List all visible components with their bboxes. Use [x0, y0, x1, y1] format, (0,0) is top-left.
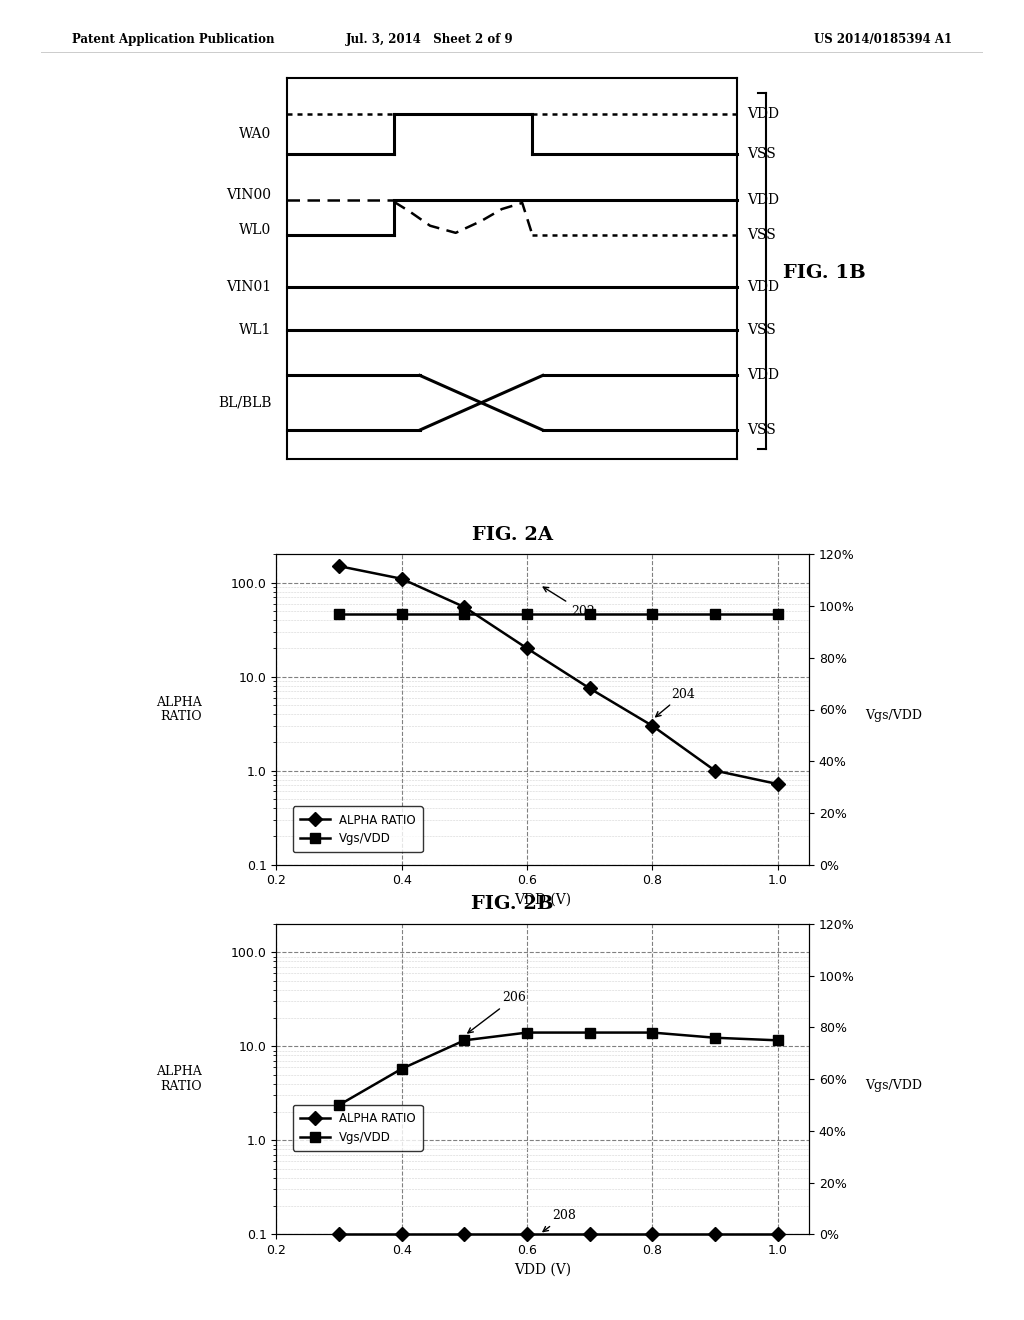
Text: VSS: VSS: [748, 228, 776, 243]
Text: FIG. 2B: FIG. 2B: [471, 895, 553, 913]
Text: VDD: VDD: [748, 107, 779, 121]
Text: VIN01: VIN01: [226, 280, 271, 294]
Text: VDD: VDD: [748, 368, 779, 383]
Text: Patent Application Publication: Patent Application Publication: [72, 33, 274, 46]
Text: WL1: WL1: [239, 323, 271, 338]
Text: FIG. 1B: FIG. 1B: [783, 264, 866, 282]
Text: Jul. 3, 2014   Sheet 2 of 9: Jul. 3, 2014 Sheet 2 of 9: [346, 33, 514, 46]
Text: VIN00: VIN00: [226, 187, 271, 202]
Text: VSS: VSS: [748, 148, 776, 161]
Text: 206: 206: [468, 991, 526, 1034]
Text: 208: 208: [543, 1209, 575, 1232]
Y-axis label: ALPHA
RATIO: ALPHA RATIO: [157, 1065, 202, 1093]
Text: WL0: WL0: [240, 223, 271, 238]
Text: US 2014/0185394 A1: US 2014/0185394 A1: [814, 33, 952, 46]
X-axis label: VDD (V): VDD (V): [514, 1262, 571, 1276]
Text: BL/BLB: BL/BLB: [218, 396, 271, 409]
Legend: ALPHA RATIO, Vgs/VDD: ALPHA RATIO, Vgs/VDD: [293, 1105, 423, 1151]
Text: 202: 202: [544, 587, 595, 618]
Text: VDD: VDD: [748, 280, 779, 294]
Text: VSS: VSS: [748, 422, 776, 437]
Y-axis label: ALPHA
RATIO: ALPHA RATIO: [157, 696, 202, 723]
Y-axis label: Vgs/VDD: Vgs/VDD: [865, 710, 922, 722]
Text: FIG. 2A: FIG. 2A: [471, 525, 553, 544]
Text: VSS: VSS: [748, 323, 776, 338]
Y-axis label: Vgs/VDD: Vgs/VDD: [865, 1080, 922, 1092]
Text: VDD: VDD: [748, 193, 779, 207]
X-axis label: VDD (V): VDD (V): [514, 892, 571, 907]
Text: 204: 204: [655, 688, 695, 717]
Legend: ALPHA RATIO, Vgs/VDD: ALPHA RATIO, Vgs/VDD: [293, 807, 423, 853]
Text: WA0: WA0: [240, 127, 271, 141]
